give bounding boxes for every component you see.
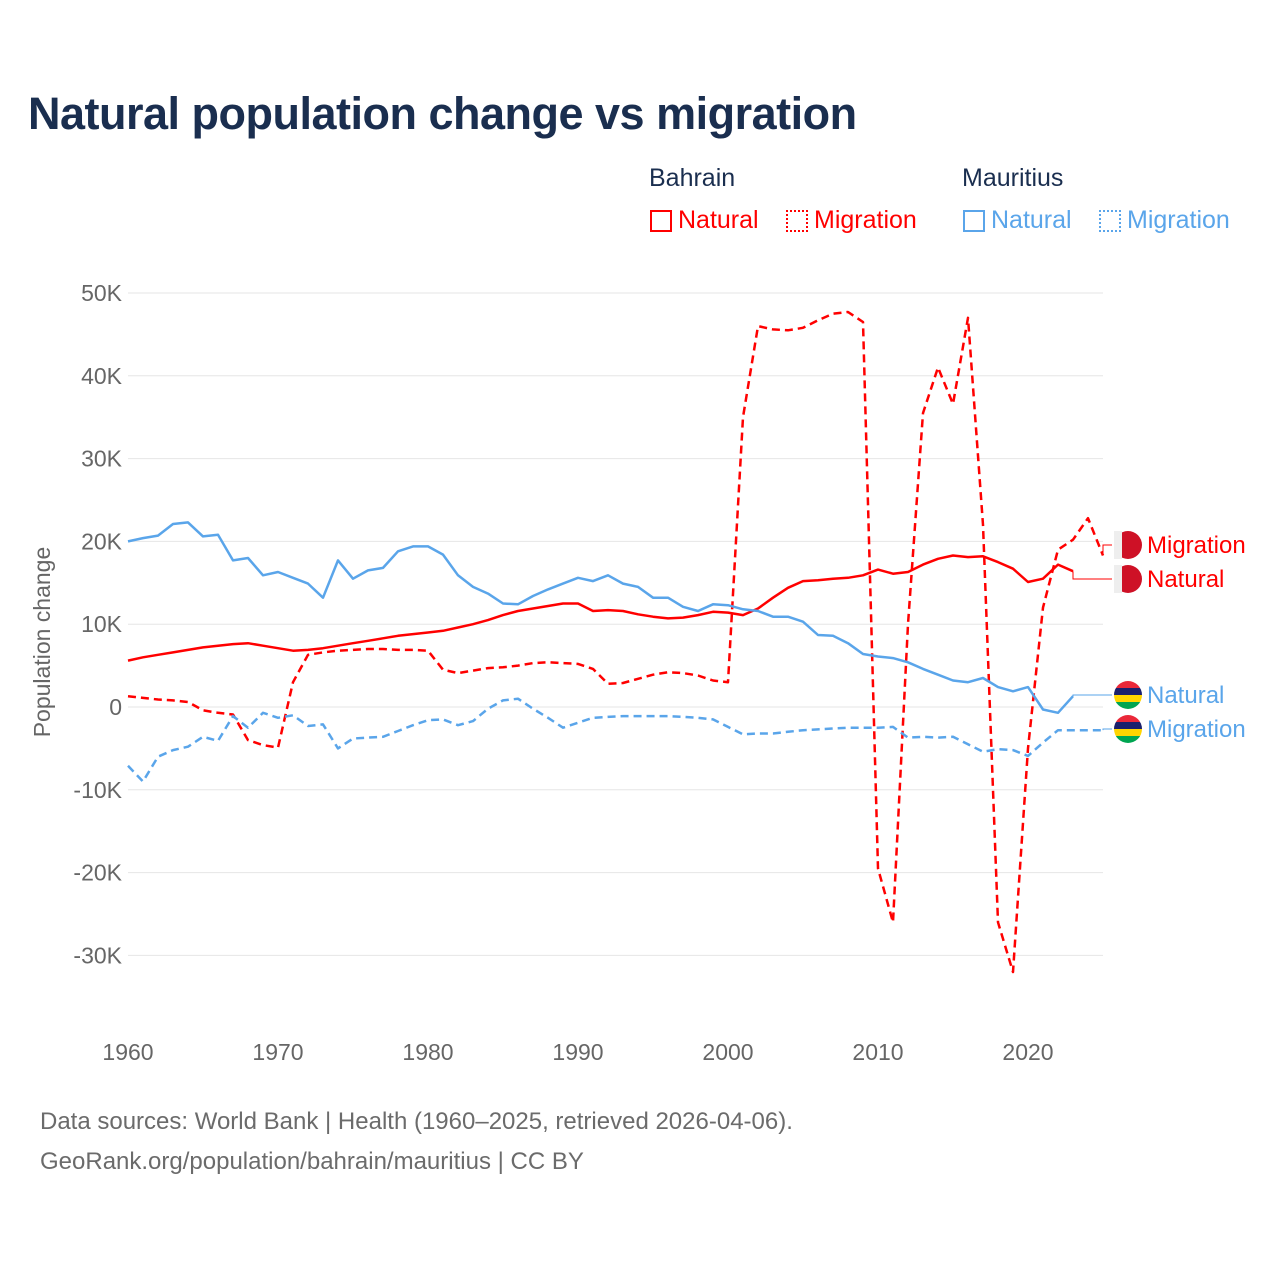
mauritius-flag-icon	[1114, 715, 1142, 743]
legend-bahrain-natural[interactable]: Natural	[650, 206, 759, 235]
y-tick-label: -30K	[73, 942, 122, 968]
legend-swatch-solid	[963, 209, 985, 232]
y-tick-label: 0	[109, 694, 122, 720]
series-end-label: Migration	[1147, 532, 1246, 559]
label-connector	[1102, 728, 1112, 731]
legend-label: Migration	[814, 206, 917, 234]
legend-label: Natural	[678, 206, 759, 234]
y-tick-label: 40K	[81, 363, 123, 389]
legend-swatch-dotted	[1099, 209, 1121, 232]
flag-stripe	[1114, 688, 1142, 695]
legend-label: Natural	[991, 206, 1072, 234]
y-tick-label: 50K	[81, 280, 123, 306]
series-line-mauritius-natural	[127, 521, 1074, 715]
x-tick-label: 2010	[852, 1039, 903, 1065]
legend-mauritius-migration[interactable]: Migration	[1099, 206, 1230, 235]
x-tick-label: 2000	[702, 1039, 753, 1065]
series-line-mauritius-migration	[127, 697, 1103, 783]
x-tick-label: 1980	[402, 1039, 453, 1065]
series-end-label: Natural	[1147, 682, 1224, 709]
flag-stripe	[1114, 531, 1122, 559]
flag-stripe	[1114, 702, 1142, 709]
x-tick-label: 2020	[1002, 1039, 1053, 1065]
series-end-label: Migration	[1147, 716, 1246, 743]
footer-link[interactable]: GeoRank.org/population/bahrain/mauritius…	[40, 1148, 584, 1175]
flag-stripe	[1114, 729, 1142, 736]
y-axis-label: Population change	[29, 547, 55, 738]
legend-group-bahrain: Bahrain	[649, 164, 736, 192]
legend-bahrain-migration[interactable]: Migration	[786, 206, 917, 235]
legend-mauritius-natural[interactable]: Natural	[963, 206, 1072, 235]
flag-stripe	[1114, 715, 1142, 722]
series-line-bahrain-migration	[127, 310, 1105, 974]
chart-title: Natural population change vs migration	[28, 88, 857, 139]
series-line-bahrain-natural	[127, 554, 1074, 662]
legend-label: Migration	[1127, 206, 1230, 234]
flag-stripe	[1114, 736, 1142, 743]
x-tick-label: 1990	[552, 1039, 603, 1065]
x-tick-label: 1970	[252, 1039, 303, 1065]
label-connector	[1072, 571, 1112, 580]
label-connector	[1102, 544, 1112, 556]
y-tick-label: 10K	[81, 611, 123, 637]
x-tick-label: 1960	[102, 1039, 153, 1065]
legend-swatch-solid	[650, 209, 672, 232]
series-end-label: Natural	[1147, 566, 1224, 593]
legend-swatch-dotted	[786, 209, 808, 232]
flag-stripe	[1114, 722, 1142, 729]
y-tick-label: 30K	[81, 446, 123, 472]
y-tick-label: -10K	[73, 777, 122, 803]
flag-stripe	[1114, 695, 1142, 702]
mauritius-flag-icon	[1114, 681, 1142, 709]
legend-group-mauritius: Mauritius	[962, 164, 1064, 192]
y-tick-label: 20K	[81, 528, 123, 554]
flag-stripe	[1114, 565, 1122, 593]
flag-stripe	[1114, 681, 1142, 688]
y-tick-label: -20K	[73, 860, 122, 886]
label-connector	[1072, 694, 1112, 697]
footer-sources: Data sources: World Bank | Health (1960–…	[40, 1108, 793, 1135]
